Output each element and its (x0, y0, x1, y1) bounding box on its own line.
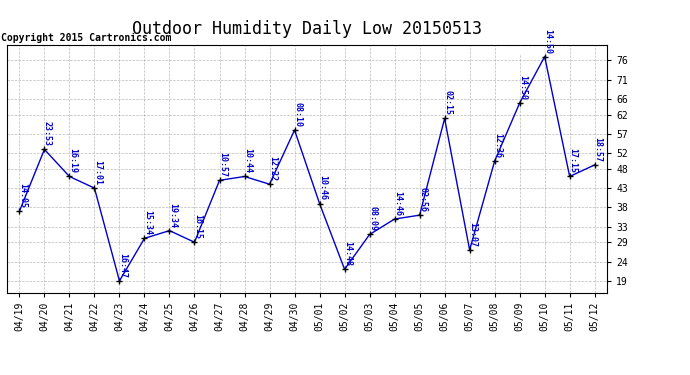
Text: 10:44: 10:44 (243, 148, 252, 173)
Text: 02:15: 02:15 (443, 90, 452, 116)
Text: 16:47: 16:47 (118, 253, 127, 278)
Text: 14:48: 14:48 (343, 241, 352, 266)
Text: Copyright 2015 Cartronics.com: Copyright 2015 Cartronics.com (1, 33, 171, 42)
Text: 08:09: 08:09 (368, 206, 377, 231)
Text: 12:36: 12:36 (493, 133, 502, 158)
Text: 14:46: 14:46 (393, 191, 402, 216)
Text: 02:56: 02:56 (418, 187, 427, 212)
Title: Outdoor Humidity Daily Low 20150513: Outdoor Humidity Daily Low 20150513 (132, 21, 482, 39)
Text: 15:34: 15:34 (143, 210, 152, 235)
Text: 19:34: 19:34 (168, 202, 177, 228)
Text: 10:57: 10:57 (218, 152, 227, 177)
Text: 16:15: 16:15 (193, 214, 202, 239)
Text: 10:46: 10:46 (318, 176, 327, 201)
Text: 13:07: 13:07 (468, 222, 477, 247)
Text: 12:22: 12:22 (268, 156, 277, 181)
Text: 18:57: 18:57 (593, 137, 602, 162)
Text: 16:19: 16:19 (68, 148, 77, 173)
Text: 17:15: 17:15 (568, 148, 577, 173)
Text: 17:01: 17:01 (93, 160, 102, 185)
Text: 14:05: 14:05 (18, 183, 27, 208)
Text: 08:10: 08:10 (293, 102, 302, 127)
Text: 14:50: 14:50 (518, 75, 527, 100)
Text: 23:53: 23:53 (43, 122, 52, 146)
Text: 14:50: 14:50 (543, 28, 552, 54)
